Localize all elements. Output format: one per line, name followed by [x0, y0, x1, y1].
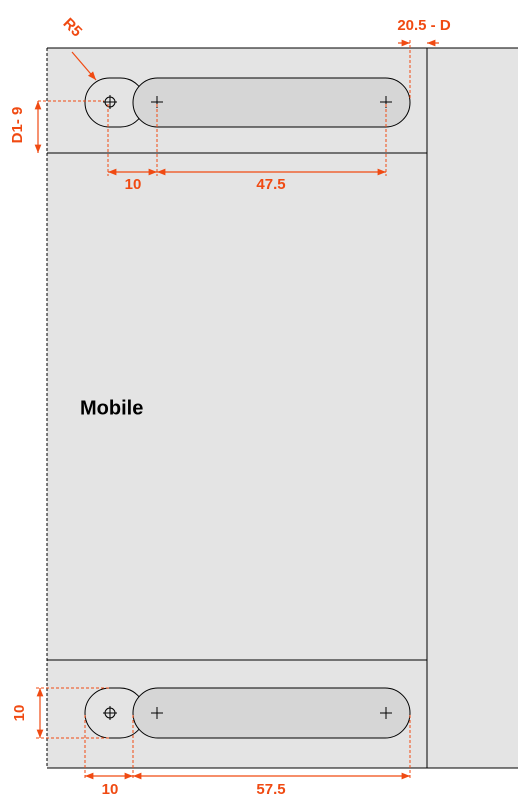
device-label: Mobile — [80, 397, 143, 419]
gap-label: 10 — [125, 176, 142, 193]
offset-label: 20.5 - D — [397, 17, 451, 34]
slot-label: 57.5 — [256, 781, 285, 798]
cross — [103, 95, 392, 109]
radius-leader — [71, 51, 97, 81]
slot — [132, 687, 411, 739]
slot-label: 47.5 — [256, 176, 285, 193]
panel — [47, 48, 518, 768]
height-label: D1- 9 — [9, 107, 26, 144]
height-label: 10 — [11, 705, 28, 722]
gap-label: 10 — [102, 781, 119, 798]
radius-label: R5 — [60, 15, 86, 41]
cross — [103, 706, 392, 720]
slot — [132, 77, 411, 128]
